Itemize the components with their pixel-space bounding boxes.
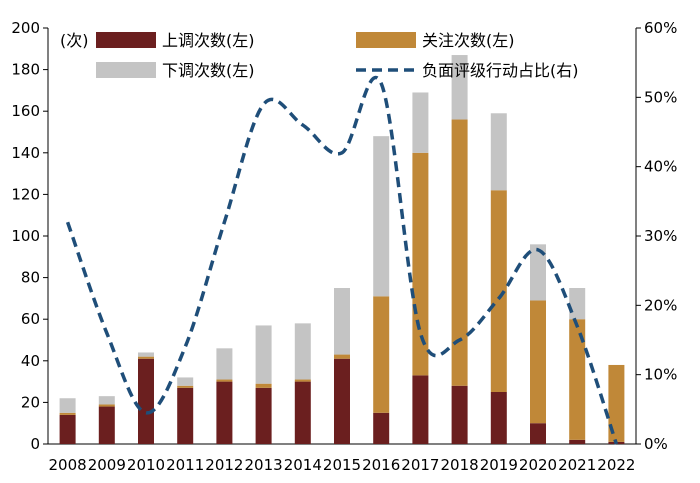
bar-segment-up xyxy=(569,439,586,444)
bar-segment-down xyxy=(530,244,546,301)
bar-segment-up xyxy=(334,358,350,444)
bar-segment-up xyxy=(490,392,507,444)
bar-segment-up xyxy=(255,387,272,444)
legend-swatch xyxy=(96,62,156,78)
bar-segment-watch xyxy=(294,379,311,382)
bar-segment-down xyxy=(98,396,115,405)
left-tick-label: 0 xyxy=(30,435,40,453)
x-tick-label: 2012 xyxy=(205,456,243,474)
line-series xyxy=(65,75,619,445)
bar-segment-up xyxy=(177,387,194,444)
right-tick-label: 10% xyxy=(644,366,677,384)
right-tick-label: 0% xyxy=(644,435,668,453)
left-tick-label: 160 xyxy=(11,102,40,120)
x-tick-label: 2011 xyxy=(166,456,204,474)
legend-label: 上调次数(左) xyxy=(162,31,255,50)
left-tick-label: 80 xyxy=(21,269,40,287)
bar-segment-down xyxy=(412,92,429,153)
axis-ticks: 0 20 40 60 80 100 120 140 160 180 200 0% 10% 20% 30% 40… xyxy=(11,19,677,474)
bar-segment-up xyxy=(412,375,429,444)
bar-segment-down xyxy=(373,136,390,297)
bar-segment-up xyxy=(59,414,76,444)
bar-segment-watch xyxy=(255,383,272,388)
x-tick-label: 2021 xyxy=(558,456,596,474)
legend-watch: 关注次数(左) xyxy=(356,31,515,50)
bar-segment-down xyxy=(255,325,272,384)
legend-down: 下调次数(左) xyxy=(96,61,255,80)
right-tick-label: 60% xyxy=(644,19,677,37)
bar-series xyxy=(59,55,625,444)
x-tick-label: 2015 xyxy=(323,456,361,474)
x-tick-label: 2016 xyxy=(362,456,400,474)
bar-segment-up xyxy=(98,406,115,444)
bar-segment-up xyxy=(216,381,233,444)
bar-segment-watch xyxy=(569,319,586,440)
left-axis-unit-label: (次) xyxy=(60,31,89,50)
legend-label: 下调次数(左) xyxy=(162,61,255,80)
x-tick-label: 2017 xyxy=(401,456,439,474)
left-tick-label: 140 xyxy=(11,144,40,162)
legend-label: 负面评级行动占比(右) xyxy=(422,61,579,80)
bar-segment-watch xyxy=(177,385,194,388)
x-tick-label: 2019 xyxy=(480,456,518,474)
legend-label: 关注次数(左) xyxy=(422,31,515,50)
bar-segment-down xyxy=(59,398,76,413)
bar-segment-down xyxy=(216,348,233,380)
x-tick-label: 2010 xyxy=(127,456,165,474)
right-tick-label: 20% xyxy=(644,296,677,314)
x-tick-label: 2020 xyxy=(519,456,557,474)
left-tick-label: 20 xyxy=(21,393,40,411)
right-tick-label: 30% xyxy=(644,227,677,245)
bar-segment-up xyxy=(294,381,311,444)
left-tick-label: 180 xyxy=(11,61,40,79)
bar-segment-watch xyxy=(334,354,350,359)
bar-segment-up xyxy=(451,385,468,444)
bar-segment-watch xyxy=(216,379,233,382)
x-tick-label: 2018 xyxy=(441,456,479,474)
left-tick-label: 120 xyxy=(11,185,40,203)
bar-segment-down xyxy=(294,323,311,380)
bar-segment-watch xyxy=(608,364,625,442)
bar-segment-watch xyxy=(98,404,115,407)
left-tick-label: 40 xyxy=(21,352,40,370)
bar-segment-up xyxy=(138,358,154,444)
legend-swatch xyxy=(356,32,416,48)
x-tick-label: 2008 xyxy=(49,456,87,474)
right-tick-label: 40% xyxy=(644,158,677,176)
bar-segment-down xyxy=(138,352,154,357)
bar-segment-watch xyxy=(138,356,154,359)
bar-segment-up xyxy=(373,412,390,444)
x-tick-label: 2013 xyxy=(245,456,283,474)
bar-segment-up xyxy=(530,423,546,444)
bar-segment-down xyxy=(177,377,194,386)
x-tick-label: 2022 xyxy=(597,456,635,474)
bar-segment-down xyxy=(334,288,350,355)
bar-segment-down xyxy=(490,113,507,191)
bar-segment-watch xyxy=(490,190,507,392)
legend-swatch xyxy=(96,32,156,48)
bar-segment-watch xyxy=(412,152,429,376)
legend-ratio: 负面评级行动占比(右) xyxy=(356,61,579,80)
right-tick-label: 50% xyxy=(644,88,677,106)
legend: 上调次数(左) 关注次数(左) 下调次数(左) 负面评级行动占比(右) xyxy=(96,31,579,80)
negative-action-ratio-line xyxy=(65,75,619,445)
bar-segment-down xyxy=(569,288,586,320)
left-tick-label: 100 xyxy=(11,227,40,245)
legend-up: 上调次数(左) xyxy=(96,31,255,50)
bar-segment-down xyxy=(451,55,468,120)
x-tick-label: 2009 xyxy=(88,456,126,474)
bar-segment-watch xyxy=(530,300,546,424)
left-tick-label: 200 xyxy=(11,19,40,37)
bar-segment-watch xyxy=(373,296,390,413)
bar-segment-watch xyxy=(451,119,468,386)
bar-segment-watch xyxy=(59,412,76,415)
x-tick-label: 2014 xyxy=(284,456,322,474)
left-tick-label: 60 xyxy=(21,310,40,328)
